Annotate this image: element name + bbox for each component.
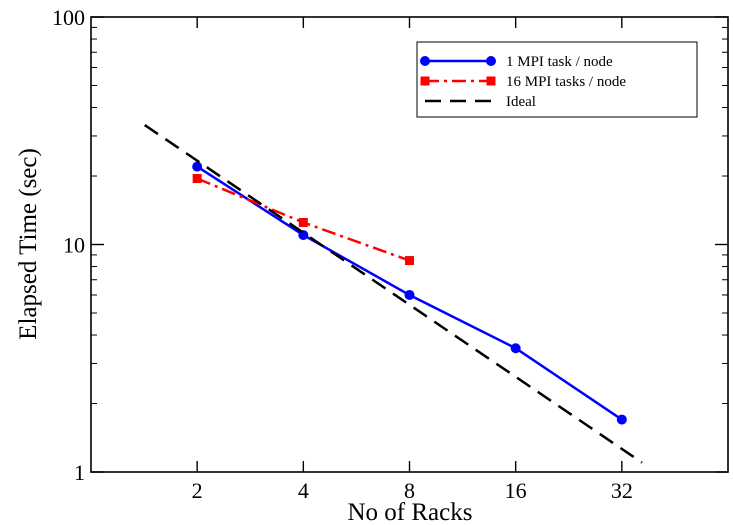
data-point: [192, 161, 203, 172]
legend-label: 16 MPI tasks / node: [506, 74, 626, 90]
data-point: [616, 414, 627, 425]
legend-marker: [486, 76, 496, 86]
y-tick-label: 10: [63, 233, 85, 258]
legend-box: [416, 41, 698, 118]
series-layer: [144, 124, 643, 464]
data-point: [298, 230, 309, 241]
data-point: [510, 343, 521, 354]
y-tick-labels: 1 10 100: [52, 5, 85, 485]
legend-marker: [420, 56, 430, 66]
data-point: [405, 256, 414, 266]
data-point: [298, 217, 308, 227]
legend-label: Ideal: [506, 94, 536, 110]
data-point: [404, 289, 415, 300]
axis-ticks: [91, 16, 728, 473]
legend-marker: [486, 56, 496, 66]
y-tick-label: 1: [74, 460, 85, 485]
y-axis-label: Elapsed Time (sec): [15, 148, 42, 340]
x-tick-label: 32: [611, 478, 633, 503]
x-tick-label: 8: [404, 478, 415, 503]
x-tick-label: 2: [192, 478, 203, 503]
x-tick-label: 16: [505, 478, 527, 503]
x-tick-labels: 2 4 8 16 32: [192, 478, 633, 503]
legend-items: 1 MPI task / node 16 MPI tasks / node Idea…: [420, 54, 626, 110]
data-point: [192, 174, 202, 184]
x-tick-label: 4: [298, 478, 309, 503]
legend: 1 MPI task / node 16 MPI tasks / node Idea…: [416, 41, 698, 118]
series-line-2: [144, 124, 643, 464]
x-axis-label: No of Racks: [348, 499, 473, 525]
y-tick-label: 100: [52, 5, 85, 30]
legend-label: 1 MPI task / node: [506, 54, 613, 70]
legend-marker: [420, 76, 430, 86]
